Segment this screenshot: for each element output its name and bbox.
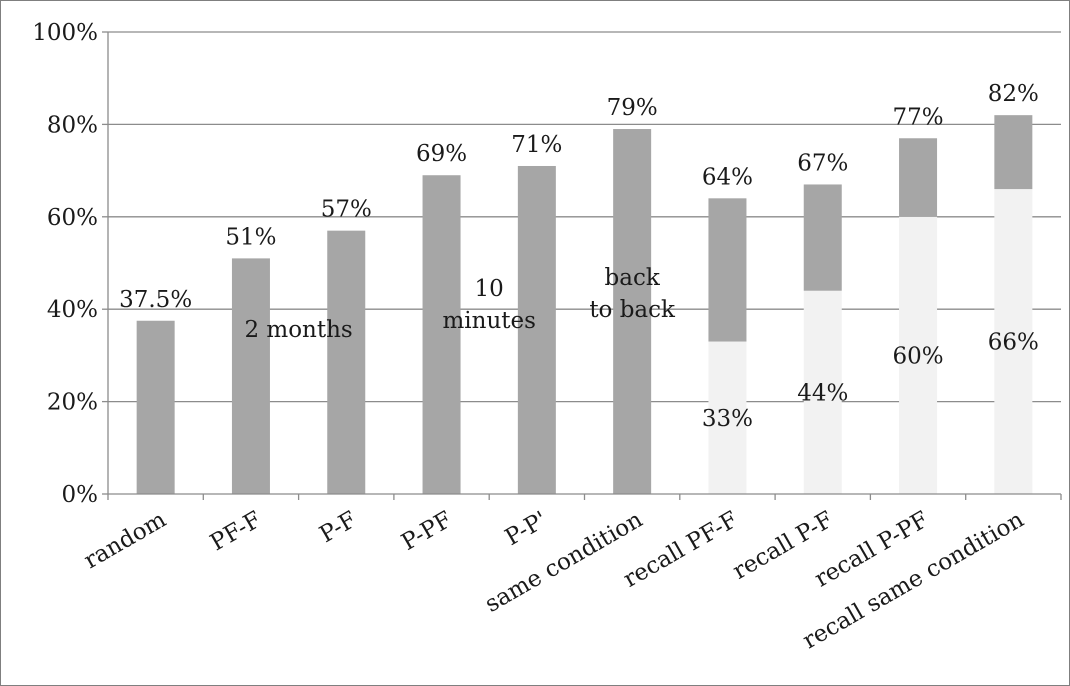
- bar-base-segment: [994, 189, 1033, 494]
- y-tick-label: 60%: [47, 205, 98, 231]
- annotation-text: minutes: [442, 308, 535, 334]
- total-data-label: 57%: [321, 197, 372, 223]
- bar: [613, 129, 652, 494]
- total-data-label: 51%: [225, 224, 276, 250]
- bar: [231, 258, 270, 494]
- bar-top-segment: [994, 115, 1033, 190]
- x-tick-label: same condition: [481, 507, 648, 618]
- annotations: 2 months 10 minutes back to back: [244, 265, 676, 343]
- base-data-label: 66%: [988, 330, 1039, 356]
- x-tick-label: P-PF: [397, 507, 456, 556]
- bar-base-segment: [803, 290, 842, 494]
- bar-base-segment: [899, 216, 938, 495]
- x-tick-labels: random PF-F P-F P-PF P-P'same conditionrecal…: [80, 507, 1029, 655]
- bar: [422, 175, 461, 494]
- base-data-label: 60%: [892, 343, 943, 369]
- total-data-label: 77%: [892, 104, 943, 130]
- total-data-label: 67%: [797, 150, 848, 176]
- bar: [136, 320, 175, 494]
- y-tick-label: 40%: [47, 297, 98, 323]
- bars: [136, 115, 1033, 495]
- x-tick-label: PF-F: [206, 507, 266, 557]
- total-data-label: 82%: [988, 81, 1039, 107]
- axes: [102, 31, 1062, 500]
- bar-top-segment: [708, 198, 747, 342]
- y-tick-label: 20%: [47, 390, 98, 416]
- bar-top-segment: [803, 184, 842, 291]
- total-data-label: 69%: [416, 141, 467, 167]
- data-labels: 37.5% 51% 57% 69% 71% 79% 33% 64% 44% 67% 60% 77% 66…: [119, 81, 1039, 432]
- x-tick-label: P-F: [315, 507, 361, 548]
- y-tick-label: 80%: [47, 112, 98, 138]
- y-tick-labels: 0% 20% 40% 60% 80% 100%: [32, 20, 98, 508]
- annotation-text: 2 months: [244, 317, 352, 343]
- bar: [327, 230, 366, 494]
- y-tick-label: 100%: [32, 20, 98, 46]
- bar-base-segment: [708, 341, 747, 494]
- total-data-label: 71%: [511, 132, 562, 158]
- annotation-text: back: [605, 265, 661, 291]
- annotation-text: 10: [475, 276, 504, 302]
- bar-top-segment: [899, 138, 938, 217]
- total-data-label: 37.5%: [119, 287, 192, 313]
- x-tick-label: random: [80, 507, 171, 575]
- annotation-text: to back: [589, 297, 676, 323]
- total-data-label: 64%: [702, 164, 753, 190]
- x-tick-label: P-P': [501, 507, 552, 551]
- total-data-label: 79%: [607, 95, 658, 121]
- y-tick-label: 0%: [62, 482, 99, 508]
- base-data-label: 33%: [702, 406, 753, 432]
- bar: [517, 165, 556, 495]
- base-data-label: 44%: [797, 380, 848, 406]
